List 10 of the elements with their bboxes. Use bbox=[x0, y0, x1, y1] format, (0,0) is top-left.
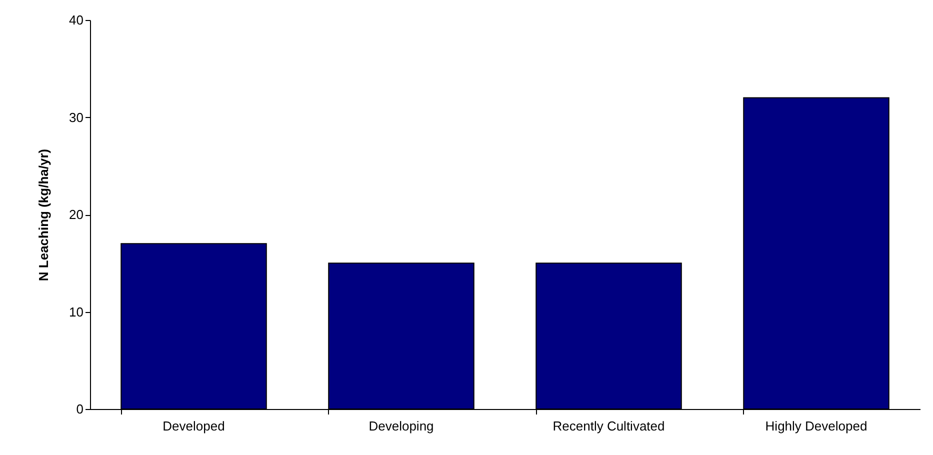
y-tick-label: 20 bbox=[69, 207, 84, 222]
x-tick-label: Developing bbox=[368, 418, 434, 434]
x-tick-label: Highly Developed bbox=[765, 418, 868, 434]
y-axis-title: N Leaching (kg/ha/yr) bbox=[36, 148, 52, 282]
y-tick-label: 30 bbox=[69, 110, 84, 125]
y-tick-label: 40 bbox=[69, 12, 84, 28]
y-tick-label: 10 bbox=[69, 304, 84, 320]
x-tick-label: Recently Cultivated bbox=[552, 418, 665, 434]
y-tick-label: 0 bbox=[76, 402, 84, 416]
x-tick-label: Developed bbox=[162, 418, 225, 434]
